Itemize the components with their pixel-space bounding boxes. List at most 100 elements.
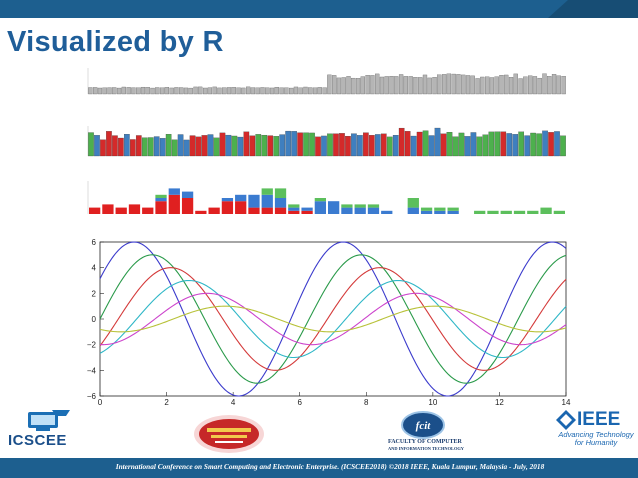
- rgb-bar: [363, 132, 369, 157]
- sine-line-chart: 0 2 4 6 8 10 12 14 −6 −4 −2 0 2 4 6: [87, 238, 571, 407]
- rgb-bar: [291, 131, 297, 157]
- rgb-bar: [183, 139, 190, 157]
- stacked-bar-segment: [195, 210, 207, 214]
- gray-bar: [255, 87, 260, 95]
- gray-bar: [298, 87, 303, 95]
- rgb-bar: [530, 132, 536, 157]
- plot-frame: [99, 241, 567, 397]
- stacked-bar-segment: [102, 204, 114, 214]
- gray-bar: [375, 73, 380, 95]
- gray-bar: [241, 87, 246, 95]
- x-tick-label: 2: [164, 398, 169, 407]
- gray-bar: [174, 87, 179, 95]
- gray-bar: [131, 87, 136, 95]
- gray-bar: [379, 76, 385, 95]
- stacked-bar-segment: [487, 210, 499, 214]
- stacked-bar-segment: [447, 207, 459, 211]
- rgb-bar: [159, 138, 166, 157]
- rgb-bar: [225, 134, 232, 157]
- rgb-bar: [327, 133, 333, 157]
- gray-bar: [532, 76, 538, 95]
- stacked-bar-segment: [181, 198, 194, 214]
- stacked-bar-segment: [168, 188, 180, 195]
- gray-bar: [231, 87, 236, 95]
- stacked-bar-segment: [367, 207, 380, 214]
- rgb-bar: [548, 132, 554, 157]
- rgb-bar: [351, 133, 357, 157]
- rgb-bar: [147, 137, 154, 157]
- y-tick-label: −2: [87, 341, 97, 350]
- stacked-bar-segment: [261, 207, 273, 214]
- sine-series-line: [99, 305, 567, 333]
- rgb-bar: [333, 133, 339, 157]
- gray-bar: [327, 74, 332, 95]
- gray-bar: [346, 76, 351, 95]
- gray-bar: [389, 75, 394, 95]
- gray-bar: [494, 76, 499, 95]
- rgb-bar: [392, 135, 399, 157]
- x-tick-label: 10: [428, 398, 437, 407]
- x-tick-label: 0: [98, 398, 103, 407]
- sine-series-line: [99, 267, 567, 371]
- rgb-bar: [536, 133, 542, 157]
- stacked-bar-segment: [341, 204, 353, 208]
- gray-bar: [222, 87, 227, 95]
- top-banner: [0, 0, 638, 18]
- gray-bar: [432, 77, 437, 95]
- stacked-bar-segment: [288, 207, 300, 211]
- gray-bar: [136, 87, 141, 95]
- rgb-bar: [261, 134, 268, 157]
- stacked-bar-segment: [540, 207, 552, 214]
- gray-bar: [274, 86, 279, 95]
- rgb-bar: [524, 135, 530, 157]
- rgb-bar: [440, 133, 447, 157]
- rgb-bar: [153, 136, 160, 157]
- rgb-bar: [255, 134, 262, 157]
- fcit-badge-text: fcit: [416, 420, 432, 432]
- icscee-logo: [6, 408, 90, 452]
- fcit-title: FACULTY OF COMPUTER: [388, 439, 462, 445]
- stacked-bar-segment: [235, 201, 247, 214]
- stacked-bar-chart: [87, 181, 565, 214]
- rgb-bar: [273, 136, 280, 157]
- rgb-bar: [470, 132, 477, 157]
- rgb-bar: [554, 131, 560, 157]
- y-tick-label: 0: [92, 315, 97, 324]
- rgb-bar: [177, 134, 184, 157]
- gray-bar: [480, 76, 485, 95]
- x-tick-label: 12: [495, 398, 504, 407]
- y-tick-label: 4: [92, 264, 97, 273]
- gray-bar: [116, 87, 122, 95]
- footer-bar: International Conference on Smart Comput…: [0, 458, 638, 478]
- y-tick-label: 2: [92, 289, 97, 298]
- gray-bar: [312, 87, 318, 95]
- stacked-bar-segment: [235, 194, 247, 202]
- footer-text: International Conference on Smart Comput…: [115, 462, 545, 471]
- stacked-bar-segment: [155, 198, 167, 202]
- rgb-bar: [237, 136, 244, 157]
- rgb-bar-chart: [87, 126, 566, 157]
- stacked-bar-segment: [128, 204, 141, 214]
- gray-bar: [523, 76, 528, 95]
- gray-bar: [384, 76, 389, 95]
- gray-bar: [513, 73, 518, 95]
- gray-bar: [461, 74, 466, 95]
- gray-bar: [413, 77, 418, 95]
- gray-bar: [198, 86, 203, 95]
- stacked-bar-segment: [407, 207, 419, 214]
- gray-bar: [212, 86, 217, 95]
- rgb-bar: [369, 135, 375, 157]
- fcit-subtitle: AND INFORMATION TECHNOLOGY: [388, 446, 464, 451]
- stacked-bar-segment: [288, 210, 300, 214]
- gray-bar: [93, 87, 98, 95]
- ieee-tagline: Advancing Technology for Humanity: [558, 430, 634, 447]
- rgb-bar: [141, 137, 148, 157]
- rgb-bar: [494, 131, 501, 157]
- gray-bar: [365, 75, 370, 95]
- stacked-bar-segment: [474, 210, 486, 214]
- gray-bar: [351, 77, 356, 95]
- stacked-bar-segment: [527, 210, 539, 214]
- ieee-mark-icon: [556, 410, 576, 430]
- gray-bar: [169, 87, 174, 95]
- stacked-bar-segment: [168, 194, 180, 214]
